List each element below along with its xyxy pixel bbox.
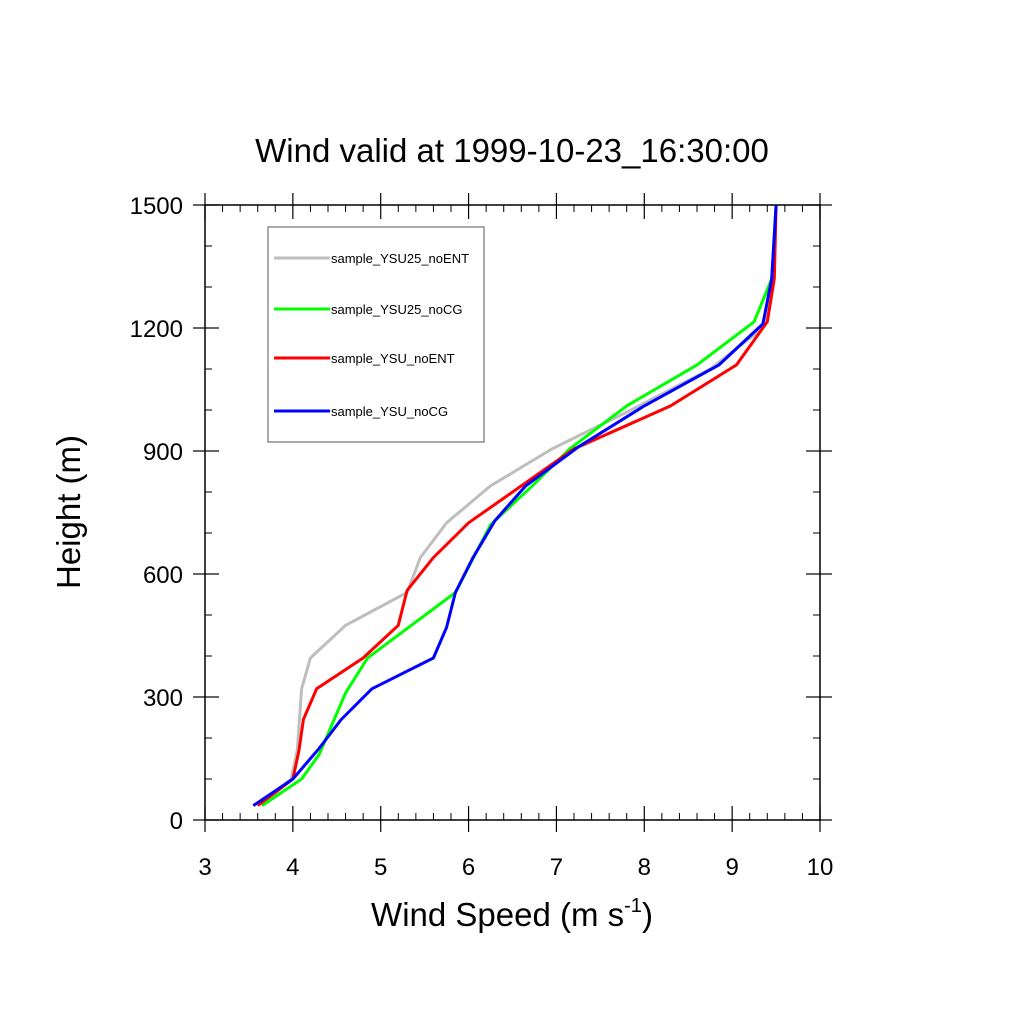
legend-entries: sample_YSU25_noENT sample_YSU25_noCGsampl… — [274, 251, 469, 419]
legend-label: sample_YSU25_noENT — [331, 251, 469, 266]
legend: sample_YSU25_noENT sample_YSU25_noCGsampl… — [267, 226, 485, 443]
x-tick-label: 6 — [462, 854, 475, 881]
chart-title: Wind valid at 1999-10-23_16:30:00 — [255, 132, 769, 169]
series-line-sample_YSU_noCG — [252, 204, 778, 807]
x-axis-title-suffix: ) — [642, 896, 653, 933]
legend-box — [267, 226, 485, 443]
y-tick-labels: 0 300 600 900 1200 1500 — [130, 193, 183, 835]
y-tick-label: 1200 — [130, 316, 183, 343]
series-line-sample_YSU_noENT — [256, 204, 778, 807]
x-tick-label: 5 — [374, 854, 387, 881]
y-axis-title: Height (m) — [50, 435, 87, 589]
x-tick-label: 3 — [198, 854, 211, 881]
legend-label: sample_YSU_noCG — [331, 404, 448, 419]
x-axis-title: Wind Speed (m s-1) — [371, 895, 653, 933]
x-tick-label: 10 — [807, 854, 834, 881]
plot-frame — [204, 204, 821, 821]
axis-ticks — [193, 193, 832, 832]
series-lines — [252, 204, 778, 807]
x-tick-label: 4 — [286, 854, 299, 881]
y-tick-label: 900 — [143, 439, 183, 466]
x-axis-title-main: Wind Speed (m s — [371, 896, 624, 933]
x-tick-label: 8 — [638, 854, 651, 881]
y-tick-label: 0 — [170, 808, 183, 835]
x-axis-title-superscript: -1 — [624, 895, 642, 917]
x-tick-labels: 3 4 5 6 7 8 9 10 — [198, 854, 833, 881]
legend-label: sample_YSU_noENT — [331, 351, 455, 366]
x-tick-label: 7 — [550, 854, 563, 881]
x-tick-label: 9 — [725, 854, 738, 881]
legend-label: sample_YSU25_noCG — [331, 302, 463, 317]
y-tick-label: 300 — [143, 685, 183, 712]
y-tick-label: 1500 — [130, 193, 183, 220]
y-tick-label: 600 — [143, 562, 183, 589]
